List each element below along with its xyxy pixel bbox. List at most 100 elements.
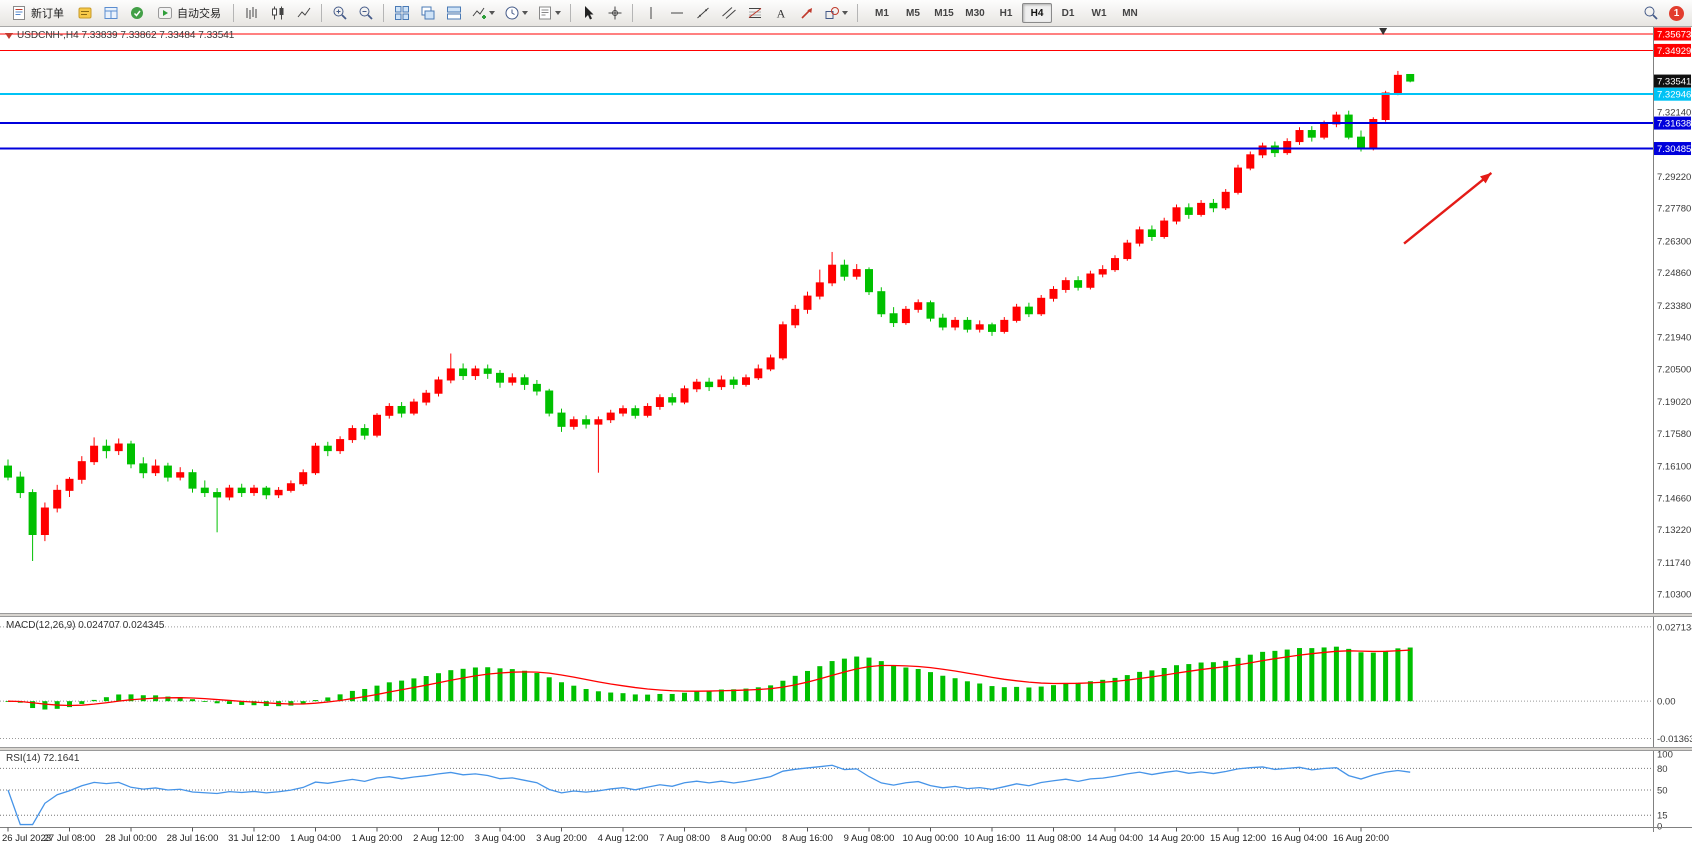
arrange-windows-button[interactable] [441, 2, 466, 25]
timeframe-w1[interactable]: W1 [1091, 7, 1107, 19]
vertical-line-icon [650, 7, 651, 19]
svg-text:15: 15 [1657, 811, 1668, 822]
cursor-button[interactable] [576, 2, 601, 25]
indicators-button[interactable] [467, 2, 499, 25]
svg-text:-0.013633: -0.013633 [1657, 734, 1692, 745]
line-chart-button[interactable] [291, 2, 316, 25]
cascade-windows-button[interactable] [415, 2, 440, 25]
shapes-icon [825, 7, 839, 19]
channel-icon [721, 7, 736, 19]
svg-text:1 Aug 04:00: 1 Aug 04:00 [290, 833, 341, 844]
toolbar-separator [632, 4, 633, 22]
svg-text:2 Aug 12:00: 2 Aug 12:00 [413, 833, 464, 844]
timeframe-h4[interactable]: H4 [1022, 3, 1052, 23]
panel-splitter[interactable] [0, 613, 1692, 617]
periods-button[interactable] [500, 2, 532, 25]
timeframe-m1[interactable]: M1 [875, 7, 889, 19]
timeframe-h1[interactable]: H1 [999, 7, 1013, 19]
data-window-button[interactable] [98, 2, 123, 25]
crosshair-button[interactable] [602, 2, 627, 25]
tile-windows-icon [394, 6, 409, 20]
metaeditor-button[interactable] [72, 2, 97, 25]
svg-text:10 Aug 16:00: 10 Aug 16:00 [964, 833, 1020, 844]
svg-text:7.27780: 7.27780 [1657, 204, 1691, 215]
svg-text:7.10300: 7.10300 [1657, 590, 1691, 601]
new-order-button[interactable]: 新订单 [4, 2, 71, 24]
svg-text:1 Aug 20:00: 1 Aug 20:00 [352, 833, 403, 844]
toolbar-separator [233, 4, 234, 22]
svg-text:7.32946: 7.32946 [1657, 90, 1691, 101]
chevron-down-icon [522, 11, 528, 15]
trend-arrow[interactable] [1403, 171, 1493, 245]
svg-text:7 Aug 08:00: 7 Aug 08:00 [659, 833, 710, 844]
svg-text:14 Aug 04:00: 14 Aug 04:00 [1087, 833, 1143, 844]
bar-chart-button[interactable] [239, 2, 264, 25]
candlestick-chart-icon [271, 6, 283, 20]
timeframe-m15[interactable]: M15 [934, 7, 954, 19]
svg-text:27 Jul 08:00: 27 Jul 08:00 [44, 833, 96, 844]
svg-text:7.24860: 7.24860 [1657, 268, 1691, 279]
text-icon: A [776, 7, 785, 21]
fibonacci-icon [748, 8, 761, 18]
arrow-label-button[interactable] [794, 2, 819, 25]
chart-title-text: USDCNH-,H4 7.33839 7.33862 7.33484 7.335… [17, 30, 235, 41]
tile-windows-button[interactable] [389, 2, 414, 25]
clock-icon [505, 6, 519, 20]
svg-text:7.21940: 7.21940 [1657, 333, 1691, 344]
search-icon [1644, 6, 1658, 20]
cascade-windows-icon [421, 6, 434, 20]
autotrading-button[interactable]: 自动交易 [150, 2, 228, 24]
market-button[interactable] [124, 2, 149, 25]
svg-text:7.31638: 7.31638 [1657, 119, 1691, 130]
svg-text:31 Jul 12:00: 31 Jul 12:00 [228, 833, 280, 844]
trendline-button[interactable] [690, 2, 715, 25]
svg-text:7.19020: 7.19020 [1657, 397, 1691, 408]
chart-title: USDCNH-,H4 7.33839 7.33862 7.33484 7.335… [5, 30, 234, 41]
fibonacci-button[interactable] [742, 2, 767, 25]
timeframe-m5[interactable]: M5 [906, 7, 920, 19]
svg-text:9 Aug 08:00: 9 Aug 08:00 [844, 833, 895, 844]
svg-text:80: 80 [1657, 764, 1668, 775]
autotrading-icon [158, 7, 172, 19]
timeframe-m30[interactable]: M30 [965, 7, 985, 19]
shapes-button[interactable] [820, 2, 852, 25]
rsi-layer: 1008050150 [0, 750, 1673, 833]
arrow-label-icon [800, 8, 812, 19]
price-axis[interactable]: 7.32140 7.29220 7.27780 7.26300 7.24860 7.233… [1653, 27, 1692, 832]
channel-button[interactable] [716, 2, 741, 25]
notification-badge[interactable]: 1 [1669, 5, 1684, 21]
indicators-icon [472, 7, 486, 19]
candlestick-chart-button[interactable] [265, 2, 290, 25]
toolbar: 新订单 自动交易 [0, 0, 1692, 27]
timeframe-mn[interactable]: MN [1122, 7, 1138, 19]
chevron-down-icon [842, 11, 848, 15]
svg-text:26 Jul 2023: 26 Jul 2023 [2, 833, 51, 844]
text-button[interactable]: A [768, 2, 793, 25]
panel-splitter[interactable] [0, 747, 1692, 751]
svg-text:7.26300: 7.26300 [1657, 236, 1691, 247]
svg-text:16 Aug 20:00: 16 Aug 20:00 [1333, 833, 1389, 844]
svg-text:11 Aug 08:00: 11 Aug 08:00 [1026, 833, 1081, 844]
autotrading-label: 自动交易 [177, 8, 221, 20]
timeframe-d1[interactable]: D1 [1061, 7, 1075, 19]
vertical-line-button[interactable] [638, 2, 663, 25]
svg-text:7.13220: 7.13220 [1657, 525, 1691, 536]
svg-text:7.23380: 7.23380 [1657, 301, 1691, 312]
svg-text:0.00: 0.00 [1657, 697, 1676, 708]
timeframe-toolbar: M1 M5 M15 M30 H1 H4 D1 W1 MN [867, 3, 1145, 23]
zoom-out-button[interactable] [353, 2, 378, 25]
svg-text:8 Aug 16:00: 8 Aug 16:00 [782, 833, 833, 844]
svg-text:100: 100 [1657, 750, 1673, 761]
hlines-layer[interactable] [0, 33, 1653, 150]
templates-button[interactable] [533, 2, 565, 25]
search-button[interactable] [1638, 2, 1663, 25]
svg-text:7.11740: 7.11740 [1657, 558, 1691, 569]
horizontal-line-button[interactable] [664, 2, 689, 25]
bar-chart-icon [246, 7, 256, 19]
svg-text:7.29220: 7.29220 [1657, 172, 1691, 183]
zoom-in-button[interactable] [327, 2, 352, 25]
crosshair-icon [608, 6, 621, 20]
svg-text:10 Aug 00:00: 10 Aug 00:00 [903, 833, 959, 844]
